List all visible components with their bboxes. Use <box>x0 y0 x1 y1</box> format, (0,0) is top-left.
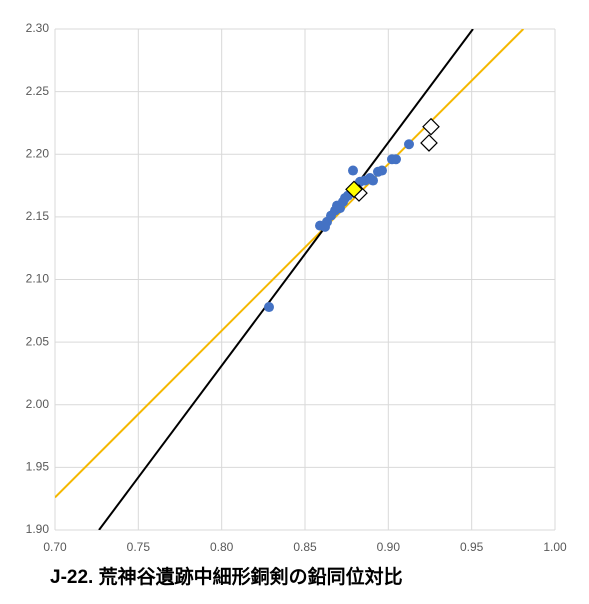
data-point <box>368 175 378 186</box>
x-tick-label: 0.75 <box>127 540 151 554</box>
y-tick-label: 1.90 <box>26 522 50 536</box>
y-tick-label: 2.10 <box>26 272 50 286</box>
y-tick-label: 2.25 <box>26 84 50 98</box>
trend-line <box>98 29 474 530</box>
x-tick-label: 0.70 <box>43 540 67 554</box>
diamond-point <box>422 117 440 136</box>
y-tick-label: 2.20 <box>26 146 50 160</box>
x-tick-label: 0.80 <box>210 540 234 554</box>
y-tick-label: 2.30 <box>26 21 50 35</box>
data-point <box>404 139 414 150</box>
chart-title: J-22. 荒神谷遺跡中細形銅剣の鉛同位対比 <box>50 565 403 588</box>
y-tick-label: 1.95 <box>26 460 50 474</box>
y-tick-label: 2.15 <box>26 209 50 223</box>
x-tick-label: 0.90 <box>377 540 401 554</box>
data-point <box>348 165 358 176</box>
x-tick-label: 1.00 <box>543 540 567 554</box>
x-tick-label: 0.85 <box>293 540 317 554</box>
y-tick-label: 2.05 <box>26 334 50 348</box>
y-tick-label: 2.00 <box>26 397 50 411</box>
data-point <box>264 302 274 313</box>
data-point <box>377 165 387 176</box>
x-tick-label: 0.95 <box>460 540 484 554</box>
trend-line <box>55 29 525 499</box>
diamond-point <box>345 180 363 199</box>
diamond-point <box>420 134 438 152</box>
data-point <box>391 154 401 165</box>
